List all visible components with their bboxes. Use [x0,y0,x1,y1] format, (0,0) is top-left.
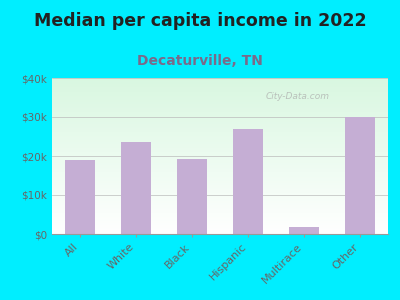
Bar [177,159,208,234]
Text: Decaturville, TN: Decaturville, TN [137,54,263,68]
Bar [344,117,375,234]
Text: Median per capita income in 2022: Median per capita income in 2022 [34,12,366,30]
Bar [121,142,151,234]
Bar [233,129,264,234]
Bar [64,160,96,234]
Text: City-Data.com: City-Data.com [265,92,329,101]
Bar [289,227,320,234]
